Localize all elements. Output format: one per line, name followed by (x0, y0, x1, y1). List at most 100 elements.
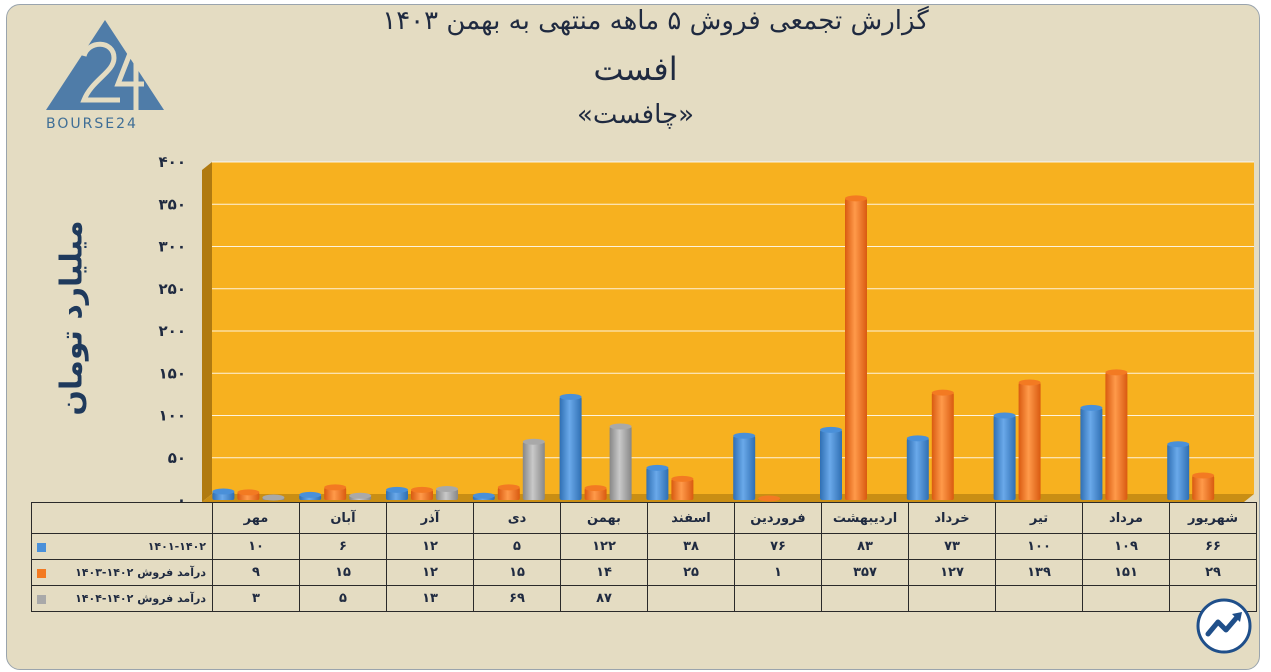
data-label: ۱۰ (212, 533, 300, 560)
y-tick-label: ۴۰۰ (159, 153, 186, 171)
data-label: ۱۳۹ (995, 559, 1083, 586)
table-row: درآمد فروش ۱۴۰۲-۱۴۰۳ ۹ ۱۵ ۱۲ ۱۵ ۱۴ ۲۵ ۱ ۳۵۷ ۱۲۷ ۱۳… (31, 559, 1257, 586)
series-name: ۱۴۰۱-۱۴۰۲ (147, 540, 206, 553)
bar-cap (609, 423, 632, 430)
bar-cap (349, 492, 372, 499)
category-label: مرداد (1082, 502, 1170, 534)
table-header-row: مهر آبان آذر دی بهمن اسفند فروردین اردیبهشت خردا… (31, 502, 1257, 534)
y-tick-label: ۳۵۰ (159, 195, 186, 213)
data-label: ۱۲۷ (908, 559, 996, 586)
data-label: ۱۰۰ (995, 533, 1083, 560)
data-label: ۱ (734, 559, 822, 586)
bar-cap (993, 412, 1016, 419)
data-label: ۷۶ (734, 533, 822, 560)
bourse24-logo-icon (46, 20, 164, 118)
data-label (647, 585, 735, 612)
bar-cap (559, 393, 582, 400)
y-tick-label: ۲۰۰ (159, 322, 186, 340)
bar-cap (411, 486, 433, 493)
data-label: ۶ (299, 533, 387, 560)
data-label: ۲۵ (647, 559, 735, 586)
bar-cap (671, 475, 694, 482)
bar-2 (1192, 475, 1215, 500)
table-row: ۱۴۰۱-۱۴۰۲ ۱۰ ۶ ۱۲ ۵ ۱۲۲ ۳۸ ۷۶ ۸۳ ۷۳ ۱۰۰ ۱۰۹ ۶۶ (31, 533, 1257, 560)
category-label: آذر (386, 502, 474, 534)
data-label: ۵ (473, 533, 561, 560)
bar-3 (609, 426, 632, 500)
legend-swatch (37, 569, 46, 578)
bar-2 (931, 392, 954, 500)
bar-cap (1167, 441, 1190, 448)
legend-swatch (37, 543, 46, 552)
data-label: ۳۵۷ (821, 559, 909, 586)
data-label: ۶۹ (473, 585, 561, 612)
bar-cap (1018, 379, 1041, 386)
series-name: درآمد فروش ۱۴۰۲-۱۴۰۴ (75, 592, 206, 605)
data-label (734, 585, 822, 612)
bar-cap (299, 491, 322, 498)
category-label: اردیبهشت (821, 502, 909, 534)
company-title: «چافست» (577, 100, 694, 130)
category-label: فروردین (734, 502, 822, 534)
trend-arrow-badge-icon (1196, 598, 1252, 654)
data-label: ۹ (212, 559, 300, 586)
bar-cap (820, 426, 842, 433)
bar-cap (324, 484, 347, 491)
data-label: ۲۹ (1169, 559, 1257, 586)
plot-floor (202, 494, 1254, 502)
y-tick-label: ۳۰۰ (159, 238, 186, 256)
bar-2 (324, 487, 347, 500)
data-label: ۱۵ (473, 559, 561, 586)
data-label: ۱۲۲ (560, 533, 648, 560)
bar-cap (931, 389, 954, 396)
report-title: گزارش تجمعی فروش ۵ ماهه منتهی به بهمن ۱۴… (382, 6, 929, 36)
bar-cap (497, 484, 520, 491)
bar-cap (522, 438, 545, 445)
bar-1 (646, 467, 669, 500)
bar-cap (733, 432, 756, 439)
legend-entry: درآمد فروش ۱۴۰۲-۱۴۰۳ (31, 559, 213, 586)
bar-cap (386, 486, 408, 493)
bar-2 (671, 478, 694, 500)
bar-cap (1192, 472, 1215, 479)
plot-side-wall (202, 162, 212, 502)
data-label: ۸۳ (821, 533, 909, 560)
data-label: ۱۴ (560, 559, 648, 586)
data-label: ۷۳ (908, 533, 996, 560)
y-tick-labels: ۰ ۵۰ ۱۰۰ ۱۵۰ ۲۰۰ ۲۵۰ ۳۰۰ ۳۵۰ ۴۰۰ (159, 153, 186, 509)
bar-cap (237, 489, 260, 496)
legend-swatch (37, 595, 46, 604)
category-label: خرداد (908, 502, 996, 534)
data-label: ۱۵۱ (1082, 559, 1170, 586)
series-name: درآمد فروش ۱۴۰۲-۱۴۰۳ (75, 566, 206, 579)
y-tick-label: ۱۵۰ (159, 364, 186, 382)
gridlines (212, 161, 1254, 459)
data-label: ۱۲ (386, 533, 474, 560)
y-tick-label: ۵۰ (168, 449, 186, 467)
data-table: مهر آبان آذر دی بهمن اسفند فروردین اردیبهشت خردا… (31, 502, 1257, 612)
bar-cap (472, 492, 495, 499)
bar-cap (906, 435, 929, 442)
bar-1 (733, 435, 756, 500)
bar-cap (262, 494, 285, 501)
data-label (908, 585, 996, 612)
data-label: ۱۳ (386, 585, 474, 612)
category-label: اسفند (647, 502, 735, 534)
bar-2 (497, 487, 520, 500)
data-label: ۱۰۹ (1082, 533, 1170, 560)
bar-1 (820, 429, 842, 500)
bar-1 (559, 396, 582, 500)
bar-cap (436, 486, 458, 493)
bar-2 (845, 198, 867, 500)
bar-cap (212, 488, 235, 495)
bar-cap (584, 485, 607, 492)
bar-2 (1018, 382, 1041, 500)
bar-cap (845, 195, 867, 202)
plot-area (212, 162, 1254, 494)
y-tick-label: ۲۵۰ (159, 280, 186, 298)
bars (212, 195, 1215, 502)
bar-1 (906, 438, 929, 500)
bar-3 (436, 489, 458, 500)
category-label: دی (473, 502, 561, 534)
